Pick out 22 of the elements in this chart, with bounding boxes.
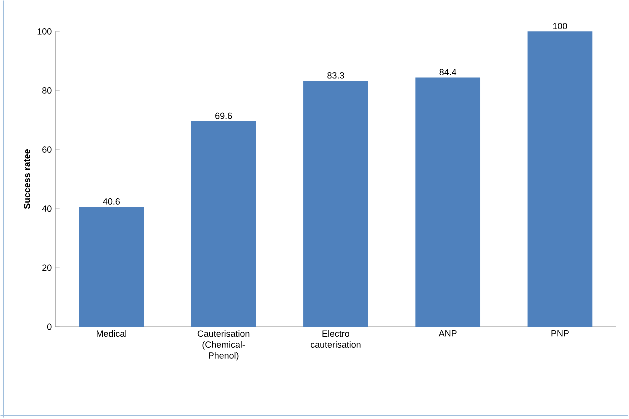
data-label: 69.6 <box>216 113 232 120</box>
x-tick-label: Medical <box>97 330 126 338</box>
bar <box>79 207 144 328</box>
data-label: 83.3 <box>328 72 344 80</box>
x-tick-label: Cauterisation (Chemical-Phenol) <box>198 330 250 361</box>
x-tick-label: PNP <box>552 330 569 337</box>
bar <box>528 32 593 328</box>
x-tick-label: Electro cauterisation <box>310 330 361 348</box>
data-label: 84.4 <box>440 69 457 76</box>
y-tick-label: 100 <box>38 28 52 36</box>
y-tick-label: 40 <box>42 206 52 212</box>
data-label: 100 <box>553 23 568 30</box>
bar <box>416 78 481 328</box>
data-label: 40.6 <box>103 198 120 206</box>
bar <box>304 81 368 328</box>
y-tick-label: 80 <box>42 88 52 94</box>
y-axis-title: Success ratee <box>24 150 30 210</box>
y-tick-label: 60 <box>42 146 52 154</box>
x-tick-label: ANP <box>438 330 457 337</box>
y-tick-label: 0 <box>47 324 52 330</box>
bar <box>191 122 256 328</box>
y-tick-label: 20 <box>42 264 52 272</box>
